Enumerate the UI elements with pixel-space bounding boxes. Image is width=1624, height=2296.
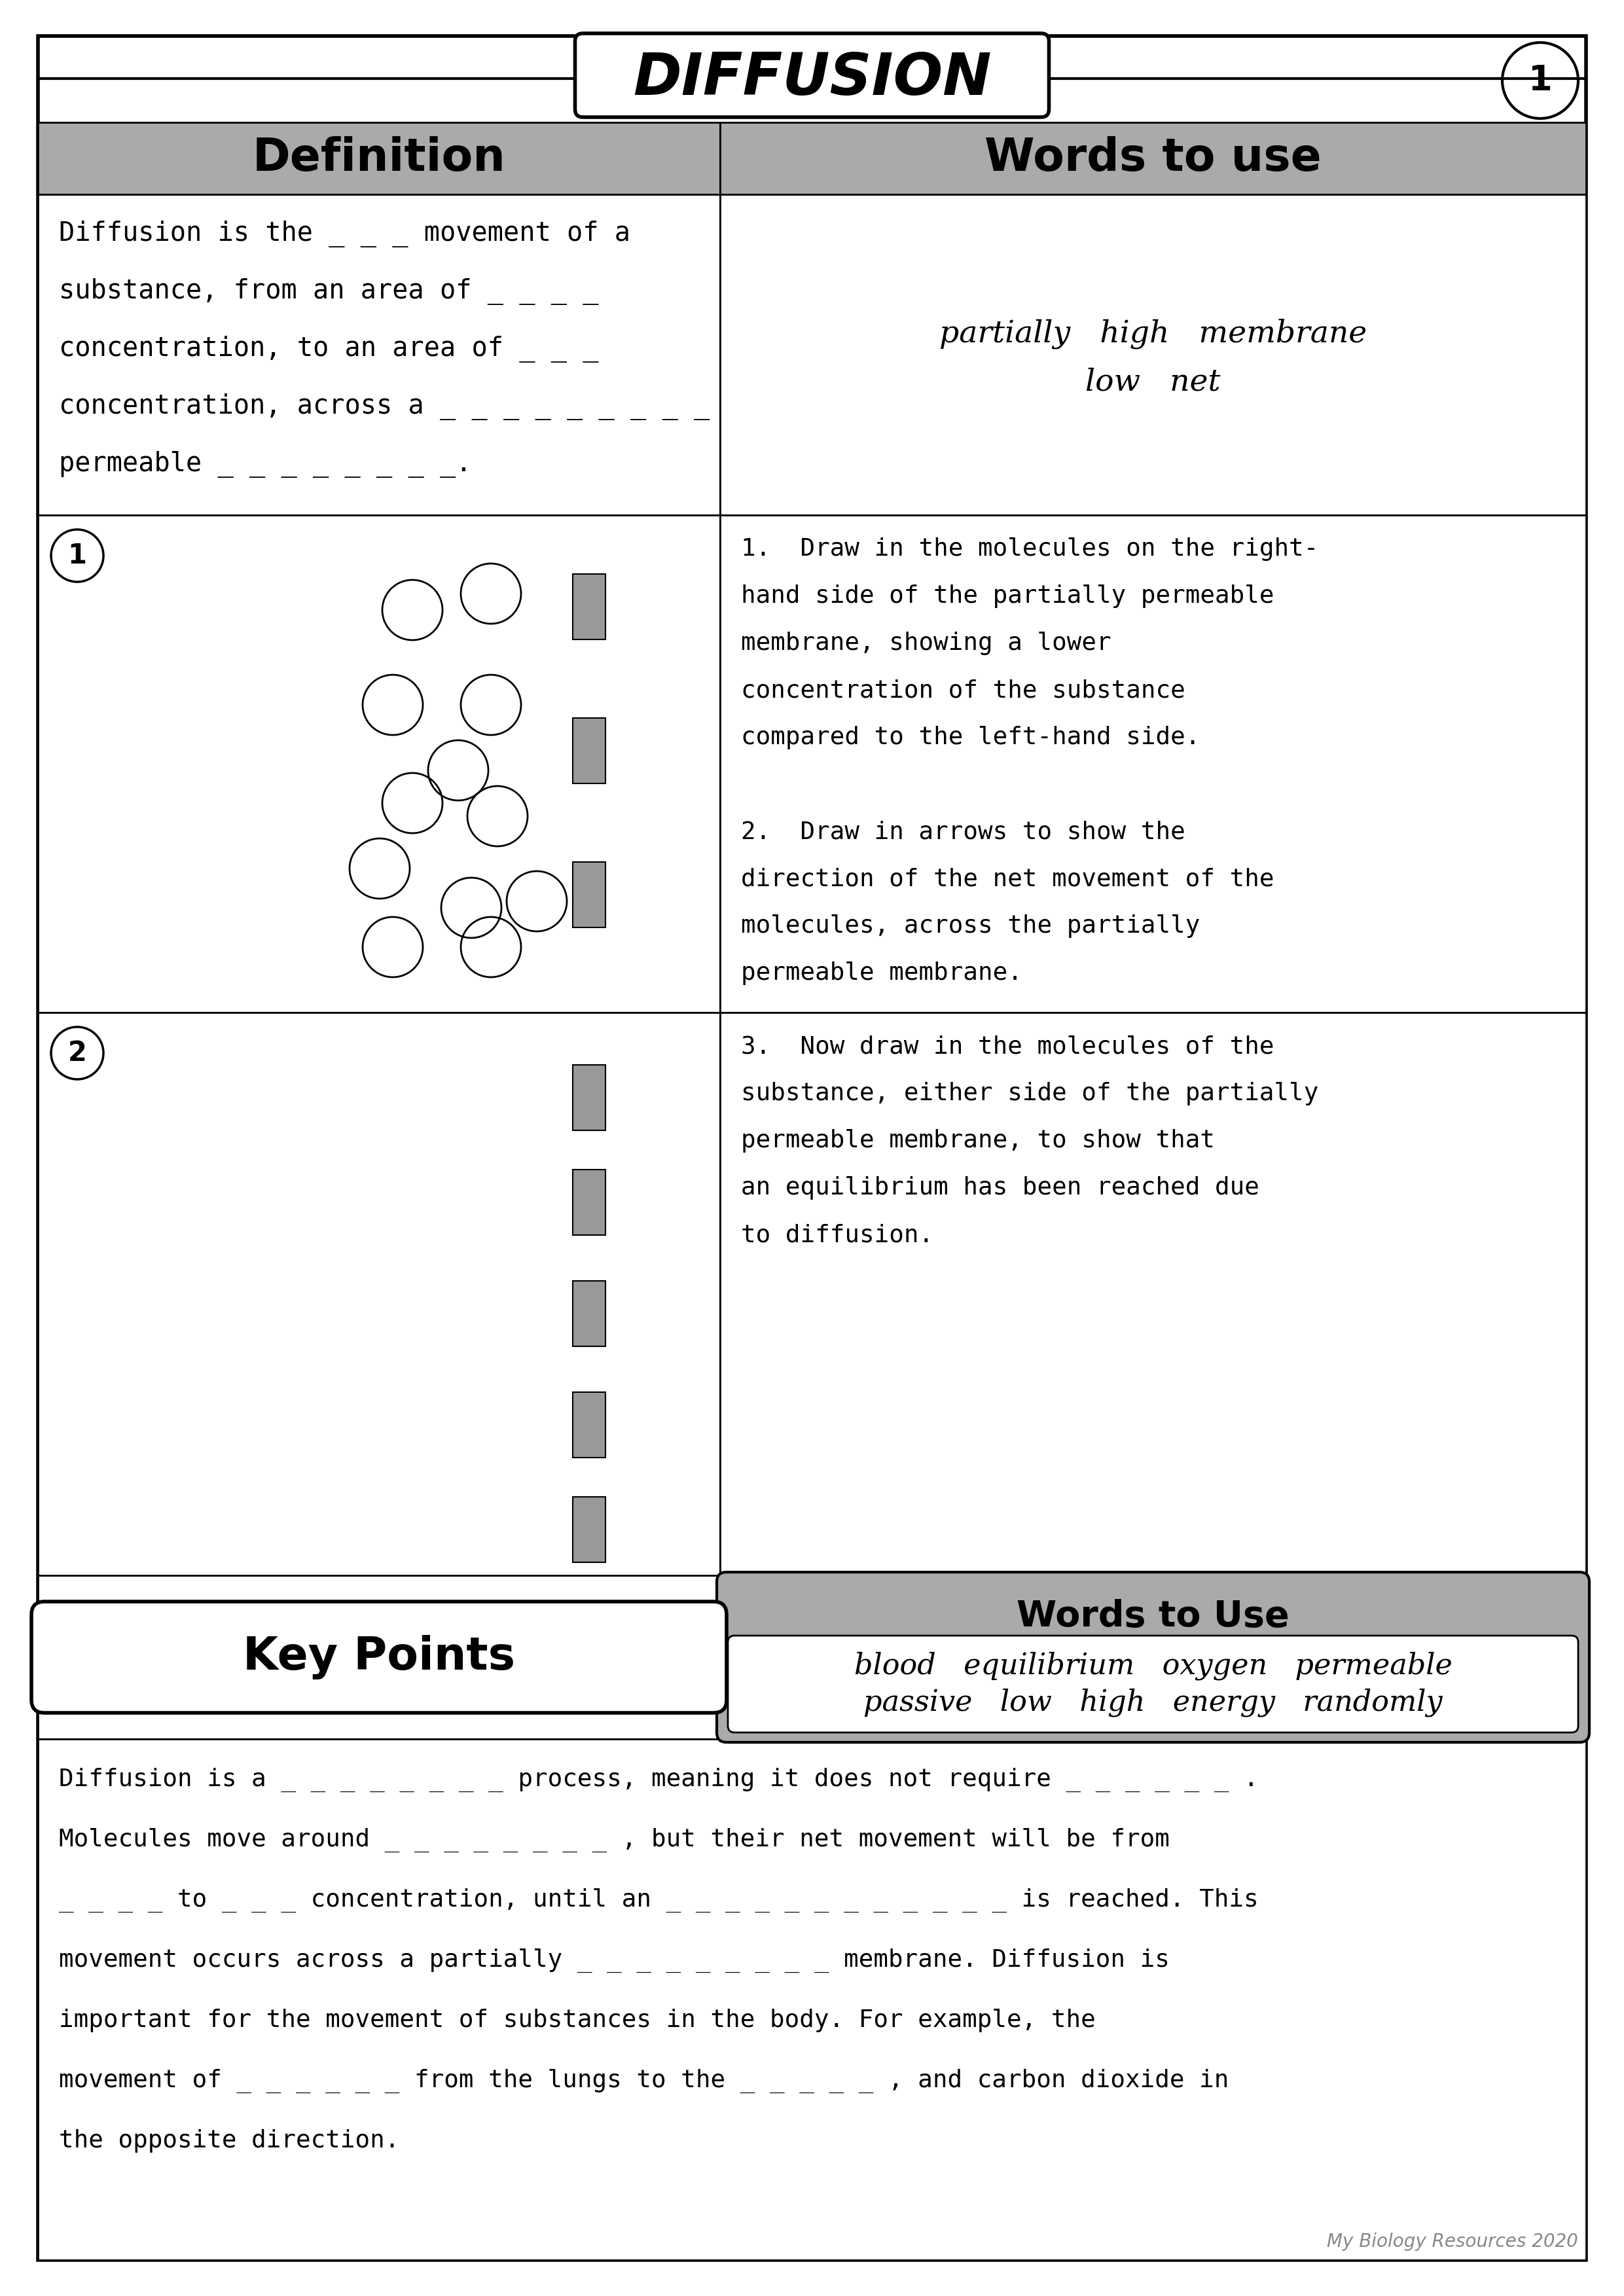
Text: permeable _ _ _ _ _ _ _ _.: permeable _ _ _ _ _ _ _ _.	[58, 450, 471, 478]
Text: movement occurs across a partially _ _ _ _ _ _ _ _ _ membrane. Diffusion is: movement occurs across a partially _ _ _…	[58, 1947, 1169, 1972]
Text: concentration, across a _ _ _ _ _ _ _ _ _: concentration, across a _ _ _ _ _ _ _ _ …	[58, 393, 710, 420]
Text: Definition: Definition	[252, 135, 505, 181]
Bar	[37, 514, 719, 1013]
Text: low   net: low net	[1085, 367, 1221, 397]
Bar	[37, 1575, 719, 1738]
Text: DIFFUSION: DIFFUSION	[633, 51, 991, 108]
Bar	[573, 719, 606, 783]
Bar	[37, 195, 719, 514]
Text: Molecules move around _ _ _ _ _ _ _ _ , but their net movement will be from: Molecules move around _ _ _ _ _ _ _ _ , …	[58, 1828, 1169, 1853]
Bar	[37, 1013, 719, 1575]
Text: direction of the net movement of the: direction of the net movement of the	[741, 868, 1275, 891]
Text: substance, either side of the partially: substance, either side of the partially	[741, 1081, 1319, 1104]
Text: the opposite direction.: the opposite direction.	[58, 2128, 400, 2154]
Text: to diffusion.: to diffusion.	[741, 1224, 934, 1247]
Text: substance, from an area of _ _ _ _: substance, from an area of _ _ _ _	[58, 278, 599, 305]
Text: important for the movement of substances in the body. For example, the: important for the movement of substances…	[58, 2009, 1096, 2032]
Text: concentration, to an area of _ _ _: concentration, to an area of _ _ _	[58, 335, 599, 363]
Text: concentration of the substance: concentration of the substance	[741, 680, 1186, 703]
FancyBboxPatch shape	[728, 1635, 1579, 1733]
Bar	[573, 1281, 606, 1345]
Text: movement of _ _ _ _ _ _ from the lungs to the _ _ _ _ _ , and carbon dioxide in: movement of _ _ _ _ _ _ from the lungs t…	[58, 2069, 1229, 2094]
Bar	[573, 1169, 606, 1235]
Text: Key Points: Key Points	[244, 1635, 515, 1678]
Text: membrane, showing a lower: membrane, showing a lower	[741, 631, 1111, 654]
Text: molecules, across the partially: molecules, across the partially	[741, 914, 1200, 937]
Bar	[719, 122, 1587, 195]
Bar	[719, 195, 1587, 514]
FancyBboxPatch shape	[716, 1573, 1590, 1743]
Text: Diffusion is a _ _ _ _ _ _ _ _ process, meaning it does not require _ _ _ _ _ _ : Diffusion is a _ _ _ _ _ _ _ _ process, …	[58, 1768, 1259, 1791]
Text: blood   equilibrium   oxygen   permeable: blood equilibrium oxygen permeable	[854, 1651, 1452, 1681]
Text: My Biology Resources 2020: My Biology Resources 2020	[1327, 2232, 1579, 2250]
Text: 2.  Draw in arrows to show the: 2. Draw in arrows to show the	[741, 820, 1186, 843]
Text: an equilibrium has been reached due: an equilibrium has been reached due	[741, 1176, 1259, 1201]
Bar	[719, 514, 1587, 1013]
Text: permeable membrane, to show that: permeable membrane, to show that	[741, 1130, 1215, 1153]
Bar	[573, 1497, 606, 1561]
Text: Words to Use: Words to Use	[1017, 1598, 1289, 1635]
Bar	[719, 1013, 1587, 1575]
FancyBboxPatch shape	[575, 34, 1049, 117]
Text: 1: 1	[68, 542, 86, 569]
Bar	[573, 861, 606, 928]
Text: 3.  Now draw in the molecules of the: 3. Now draw in the molecules of the	[741, 1035, 1275, 1058]
Text: hand side of the partially permeable: hand side of the partially permeable	[741, 585, 1275, 608]
Text: partially   high   membrane: partially high membrane	[939, 319, 1367, 349]
Text: compared to the left-hand side.: compared to the left-hand side.	[741, 726, 1200, 748]
Bar	[573, 574, 606, 641]
Text: passive   low   high   energy   randomly: passive low high energy randomly	[864, 1688, 1442, 1717]
Bar	[37, 1738, 1587, 2259]
Text: _ _ _ _ to _ _ _ concentration, until an _ _ _ _ _ _ _ _ _ _ _ _ is reached. Thi: _ _ _ _ to _ _ _ concentration, until an…	[58, 1887, 1259, 1913]
FancyBboxPatch shape	[31, 1603, 726, 1713]
Text: 1: 1	[1528, 64, 1553, 96]
Text: 2: 2	[68, 1040, 86, 1068]
Bar	[37, 122, 719, 195]
Text: Words to use: Words to use	[984, 135, 1322, 181]
Text: permeable membrane.: permeable membrane.	[741, 962, 1023, 985]
Text: 1.  Draw in the molecules on the right-: 1. Draw in the molecules on the right-	[741, 537, 1319, 560]
Text: Diffusion is the _ _ _ movement of a: Diffusion is the _ _ _ movement of a	[58, 220, 630, 248]
Bar	[573, 1065, 606, 1130]
Bar	[573, 1391, 606, 1458]
